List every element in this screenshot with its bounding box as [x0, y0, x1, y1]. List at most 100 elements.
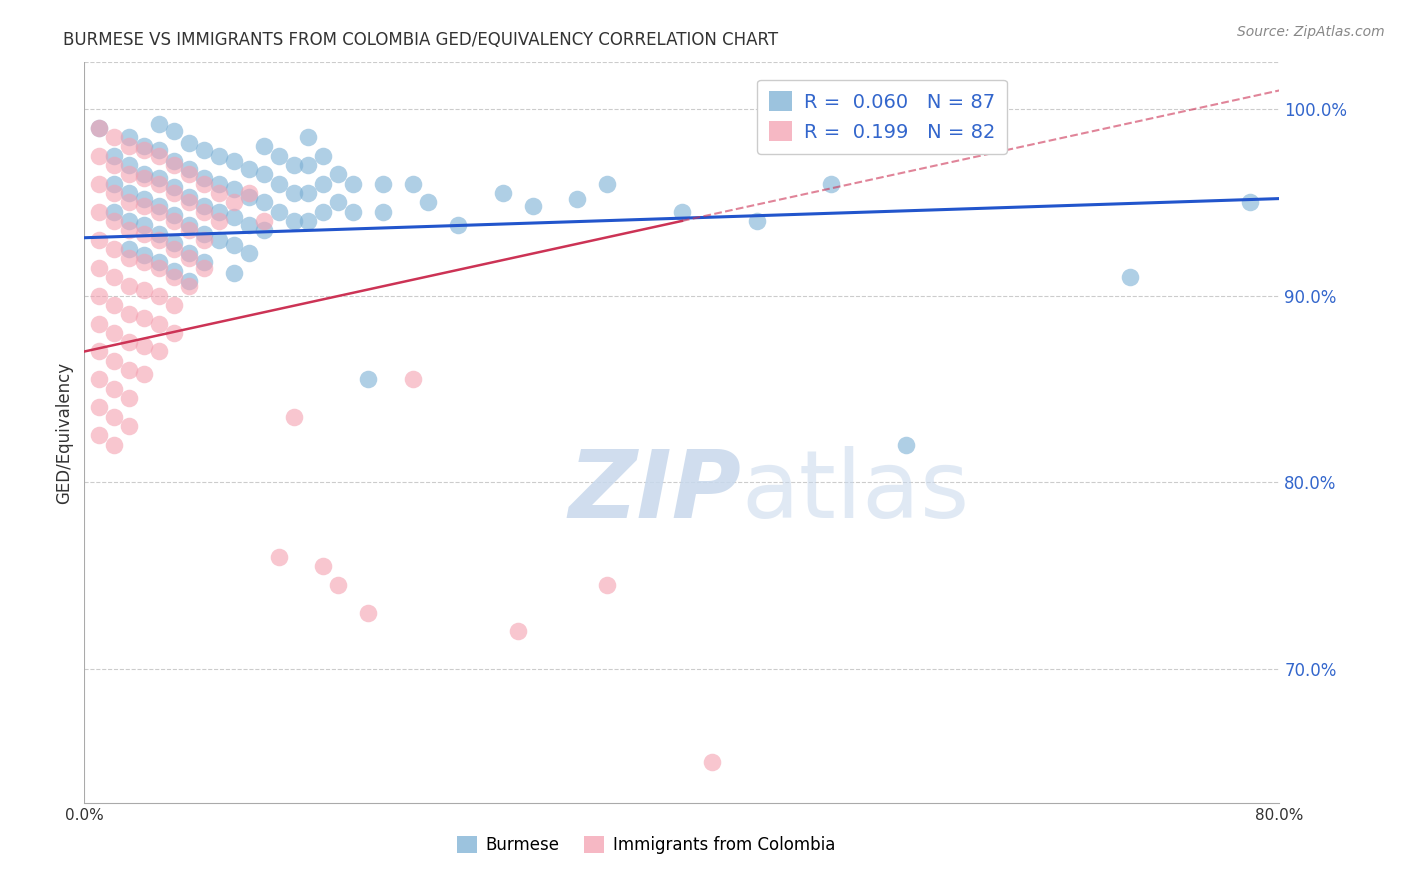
Point [132, 310, 156, 325]
Point [402, 177, 425, 191]
Point [267, 549, 290, 564]
Point [283, 186, 305, 200]
Point [148, 143, 170, 157]
Point [89, 233, 111, 247]
Point [148, 177, 170, 191]
Point [148, 288, 170, 302]
Point [132, 139, 156, 153]
Point [700, 755, 723, 769]
Point [297, 186, 319, 200]
Point [89, 120, 111, 135]
Point [89, 149, 111, 163]
Point [148, 199, 170, 213]
Point [148, 260, 170, 275]
Point [89, 372, 111, 386]
Point [103, 177, 125, 191]
Point [89, 317, 111, 331]
Point [596, 177, 619, 191]
Point [177, 161, 200, 176]
Point [267, 149, 290, 163]
Point [118, 130, 141, 145]
Text: Source: ZipAtlas.com: Source: ZipAtlas.com [1237, 25, 1385, 39]
Point [118, 419, 141, 434]
Point [89, 288, 111, 302]
Point [118, 158, 141, 172]
Point [373, 204, 395, 219]
Point [193, 177, 215, 191]
Point [208, 204, 231, 219]
Point [163, 154, 186, 169]
Point [132, 247, 156, 261]
Point [132, 367, 156, 381]
Point [357, 372, 380, 386]
Point [89, 177, 111, 191]
Point [267, 204, 290, 219]
Point [177, 274, 200, 288]
Point [894, 438, 917, 452]
Point [103, 242, 125, 256]
Point [492, 186, 515, 200]
Point [103, 382, 125, 396]
Point [118, 391, 141, 405]
Point [328, 167, 350, 181]
Point [89, 120, 111, 135]
Point [820, 177, 842, 191]
Point [118, 223, 141, 237]
Point [522, 199, 544, 213]
Point [163, 214, 186, 228]
Point [163, 158, 186, 172]
Point [253, 214, 276, 228]
Point [342, 204, 364, 219]
Point [132, 283, 156, 297]
Point [118, 139, 141, 153]
Y-axis label: GED/Equivalency: GED/Equivalency [55, 361, 73, 504]
Point [177, 136, 200, 150]
Point [89, 260, 111, 275]
Point [103, 438, 125, 452]
Point [567, 192, 589, 206]
Point [118, 307, 141, 321]
Point [238, 245, 260, 260]
Point [177, 190, 200, 204]
Point [208, 214, 231, 228]
Point [745, 214, 768, 228]
Point [148, 233, 170, 247]
Point [163, 264, 186, 278]
Point [312, 558, 335, 573]
Point [312, 204, 335, 219]
Point [193, 255, 215, 269]
Point [1119, 269, 1142, 284]
Point [222, 266, 245, 280]
Point [177, 223, 200, 237]
Point [148, 171, 170, 186]
Point [132, 199, 156, 213]
Point [312, 149, 335, 163]
Point [103, 326, 125, 340]
Point [238, 190, 260, 204]
Point [163, 236, 186, 251]
Point [103, 409, 125, 424]
Point [208, 186, 231, 200]
Point [103, 354, 125, 368]
Point [177, 167, 200, 181]
Point [89, 428, 111, 442]
Point [222, 154, 245, 169]
Point [148, 227, 170, 241]
Point [177, 252, 200, 266]
Point [193, 260, 215, 275]
Point [132, 218, 156, 232]
Point [103, 214, 125, 228]
Point [132, 167, 156, 181]
Point [193, 233, 215, 247]
Point [342, 177, 364, 191]
Point [253, 195, 276, 210]
Point [222, 195, 245, 210]
Legend: Burmese, Immigrants from Colombia: Burmese, Immigrants from Colombia [450, 830, 842, 861]
Point [177, 195, 200, 210]
Point [163, 326, 186, 340]
Point [163, 298, 186, 312]
Point [118, 335, 141, 350]
Point [253, 167, 276, 181]
Point [328, 577, 350, 591]
Point [103, 158, 125, 172]
